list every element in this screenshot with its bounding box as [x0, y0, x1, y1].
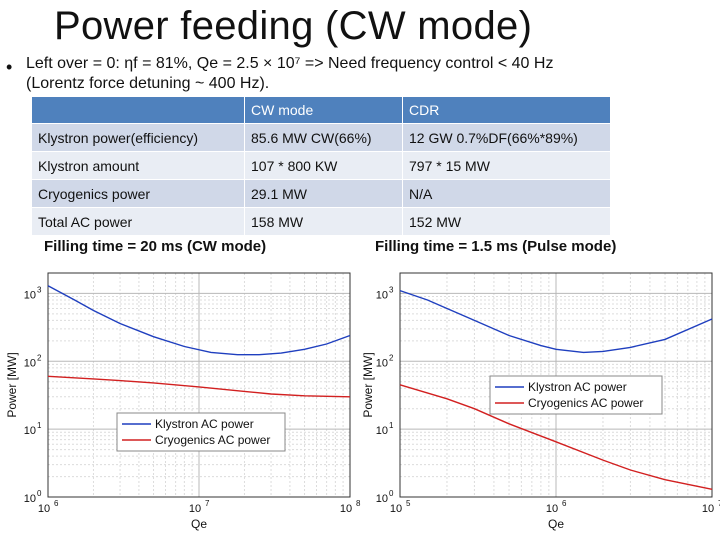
- x-tick-label: 10: [702, 503, 714, 515]
- x-tick-exponent: 5: [406, 499, 411, 508]
- x-tick-label: 10: [38, 503, 50, 515]
- table-cell: Total AC power: [31, 207, 245, 236]
- table-row: Total AC power 158 MW 152 MW: [31, 207, 611, 236]
- slide-title: Power feeding (CW mode): [54, 4, 533, 48]
- series-line-1: [399, 289, 713, 354]
- x-axis-label: Qe: [191, 517, 207, 531]
- legend-box: [489, 375, 663, 415]
- table-header-cell: [31, 96, 245, 124]
- series-line-1: [47, 285, 351, 356]
- bullet-line-1: Left over = 0: ηf = 81%, Qe = 2.5 × 10⁷ …: [26, 55, 554, 72]
- y-tick-exponent: 1: [389, 421, 394, 430]
- y-tick-label: 10: [376, 425, 388, 437]
- y-tick-label: 10: [376, 357, 388, 369]
- x-tick-label: 10: [546, 503, 558, 515]
- right-chart-caption: Filling time = 1.5 ms (Pulse mode): [375, 238, 617, 255]
- legend-label: Cryogenics AC power: [155, 433, 270, 447]
- y-tick-exponent: 1: [37, 421, 42, 430]
- table-row: Cryogenics power 29.1 MW N/A: [31, 179, 611, 208]
- comparison-table: CW mode CDR Klystron power(efficiency) 8…: [31, 96, 611, 236]
- x-tick-label: 10: [189, 503, 201, 515]
- y-tick-exponent: 2: [389, 353, 394, 362]
- table-cell: 158 MW: [244, 207, 403, 236]
- table-cell: Klystron power(efficiency): [31, 123, 245, 152]
- bullet-marker: •: [6, 57, 13, 77]
- table-cell: Cryogenics power: [31, 179, 245, 208]
- x-tick-label: 10: [390, 503, 402, 515]
- table-cell: 29.1 MW: [244, 179, 403, 208]
- table-row: Klystron amount 107 * 800 KW 797 * 15 MW: [31, 151, 611, 180]
- series-line-2: [399, 384, 713, 490]
- table-cell: 12 GW 0.7%DF(66%*89%): [402, 123, 611, 152]
- plot-frame: [47, 272, 351, 498]
- right-power-chart: 105106107100101102103QePower [MW]Klystro…: [361, 272, 720, 531]
- y-tick-label: 10: [24, 425, 36, 437]
- y-tick-exponent: 0: [389, 489, 394, 498]
- x-tick-label: 10: [340, 503, 352, 515]
- table-cell: 85.6 MW CW(66%): [244, 123, 403, 152]
- table-cell: Klystron amount: [31, 151, 245, 180]
- x-tick-exponent: 8: [356, 499, 361, 508]
- x-axis-label: Qe: [548, 517, 564, 531]
- x-tick-exponent: 6: [562, 499, 567, 508]
- y-tick-label: 10: [376, 493, 388, 505]
- y-axis-label: Power [MW]: [5, 352, 19, 417]
- y-tick-exponent: 2: [37, 353, 42, 362]
- table-cell: 152 MW: [402, 207, 611, 236]
- bullet-text: Left over = 0: ηf = 81%, Qe = 2.5 × 10⁷ …: [26, 54, 716, 94]
- table-cell: 797 * 15 MW: [402, 151, 611, 180]
- table-cell: N/A: [402, 179, 611, 208]
- y-tick-label: 10: [24, 357, 36, 369]
- table-row: Klystron power(efficiency) 85.6 MW CW(66…: [31, 123, 611, 152]
- table-header-row: CW mode CDR: [31, 96, 611, 124]
- legend-label: Cryogenics AC power: [528, 396, 643, 410]
- table-header-cell: CW mode: [244, 96, 403, 124]
- table-cell: 107 * 800 KW: [244, 151, 403, 180]
- y-axis-label: Power [MW]: [361, 352, 375, 417]
- y-tick-label: 10: [376, 289, 388, 301]
- y-tick-exponent: 3: [389, 285, 394, 294]
- x-tick-exponent: 7: [718, 499, 720, 508]
- left-chart-caption: Filling time = 20 ms (CW mode): [44, 238, 267, 255]
- y-tick-exponent: 3: [37, 285, 42, 294]
- legend-label: Klystron AC power: [155, 417, 254, 431]
- x-tick-exponent: 7: [205, 499, 210, 508]
- x-tick-exponent: 6: [54, 499, 59, 508]
- legend-label: Klystron AC power: [528, 380, 627, 394]
- y-tick-exponent: 0: [37, 489, 42, 498]
- table-header-cell: CDR: [402, 96, 611, 124]
- legend-box: [116, 412, 286, 452]
- bullet-line-2: (Lorentz force detuning ~ 400 Hz).: [26, 75, 270, 92]
- y-tick-label: 10: [24, 493, 36, 505]
- y-tick-label: 10: [24, 289, 36, 301]
- series-line-2: [47, 375, 351, 398]
